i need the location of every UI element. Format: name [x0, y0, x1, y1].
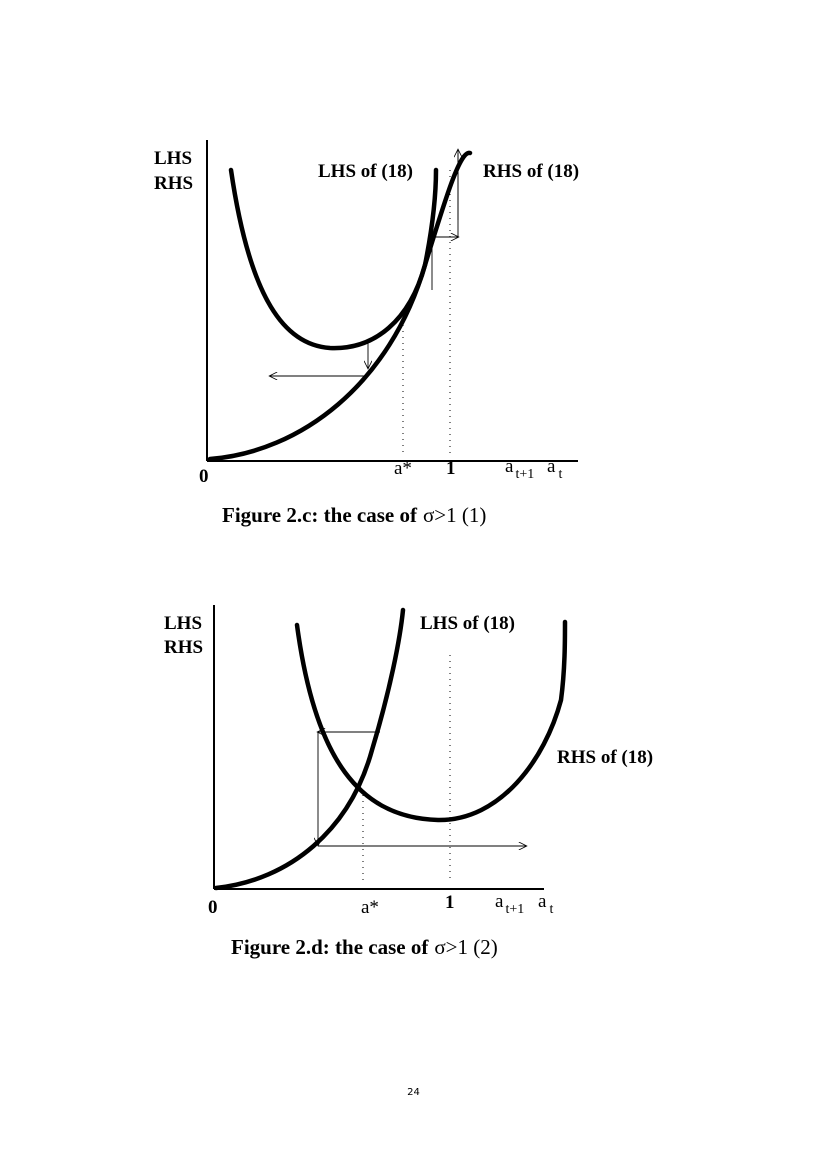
x-label-at1: a t+1	[495, 891, 524, 917]
figure-2d: LHS RHS LHS of (18) RHS of (18) 0 a* 1 a…	[164, 605, 653, 918]
rhs-curve-label: RHS of (18)	[557, 747, 653, 768]
rhs-curve	[213, 607, 406, 891]
lhs-curve	[228, 167, 439, 351]
figure-2d-caption: Figure 2.d: the case of σ>1 (2)	[231, 935, 498, 960]
lhs-curve-label: LHS of (18)	[420, 613, 515, 634]
page-number: 24	[407, 1087, 420, 1098]
caption-text: Figure 2.c: the case of	[222, 503, 417, 527]
x-tick-astar: a*	[394, 458, 412, 479]
caption-symbol: σ>1 (1)	[422, 503, 487, 527]
y-label-rhs: RHS	[164, 637, 203, 658]
caption-text: Figure 2.d: the case of	[231, 935, 429, 959]
lhs-curve-label: LHS of (18)	[318, 161, 413, 182]
x-origin-label: 0	[199, 466, 209, 487]
x-label-at1: a t+1	[505, 456, 534, 482]
lhs-curve	[294, 619, 568, 823]
x-tick-one: 1	[445, 892, 455, 913]
y-label-lhs: LHS	[154, 148, 192, 169]
rhs-curve	[207, 150, 473, 462]
x-tick-one: 1	[446, 458, 456, 479]
rhs-curve-label: RHS of (18)	[483, 161, 579, 182]
figure-2c-caption: Figure 2.c: the case of σ>1 (1)	[222, 503, 486, 528]
x-tick-astar: a*	[361, 897, 379, 918]
caption-symbol: σ>1 (2)	[434, 935, 498, 959]
figure-2c: LHS RHS LHS of (18) RHS of (18) 0 a* 1 a…	[154, 140, 579, 487]
y-label-rhs: RHS	[154, 173, 193, 194]
y-label-lhs: LHS	[164, 613, 202, 634]
x-origin-label: 0	[208, 897, 218, 918]
